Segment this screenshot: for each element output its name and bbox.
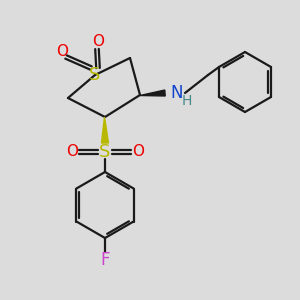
Polygon shape xyxy=(140,90,165,96)
Text: O: O xyxy=(56,44,68,59)
Polygon shape xyxy=(101,117,109,143)
Text: O: O xyxy=(132,145,144,160)
Text: O: O xyxy=(92,34,104,50)
Text: N: N xyxy=(171,84,183,102)
Text: H: H xyxy=(182,94,192,108)
Text: F: F xyxy=(100,251,110,269)
Text: S: S xyxy=(89,66,101,84)
Text: S: S xyxy=(99,143,111,161)
Text: O: O xyxy=(66,145,78,160)
